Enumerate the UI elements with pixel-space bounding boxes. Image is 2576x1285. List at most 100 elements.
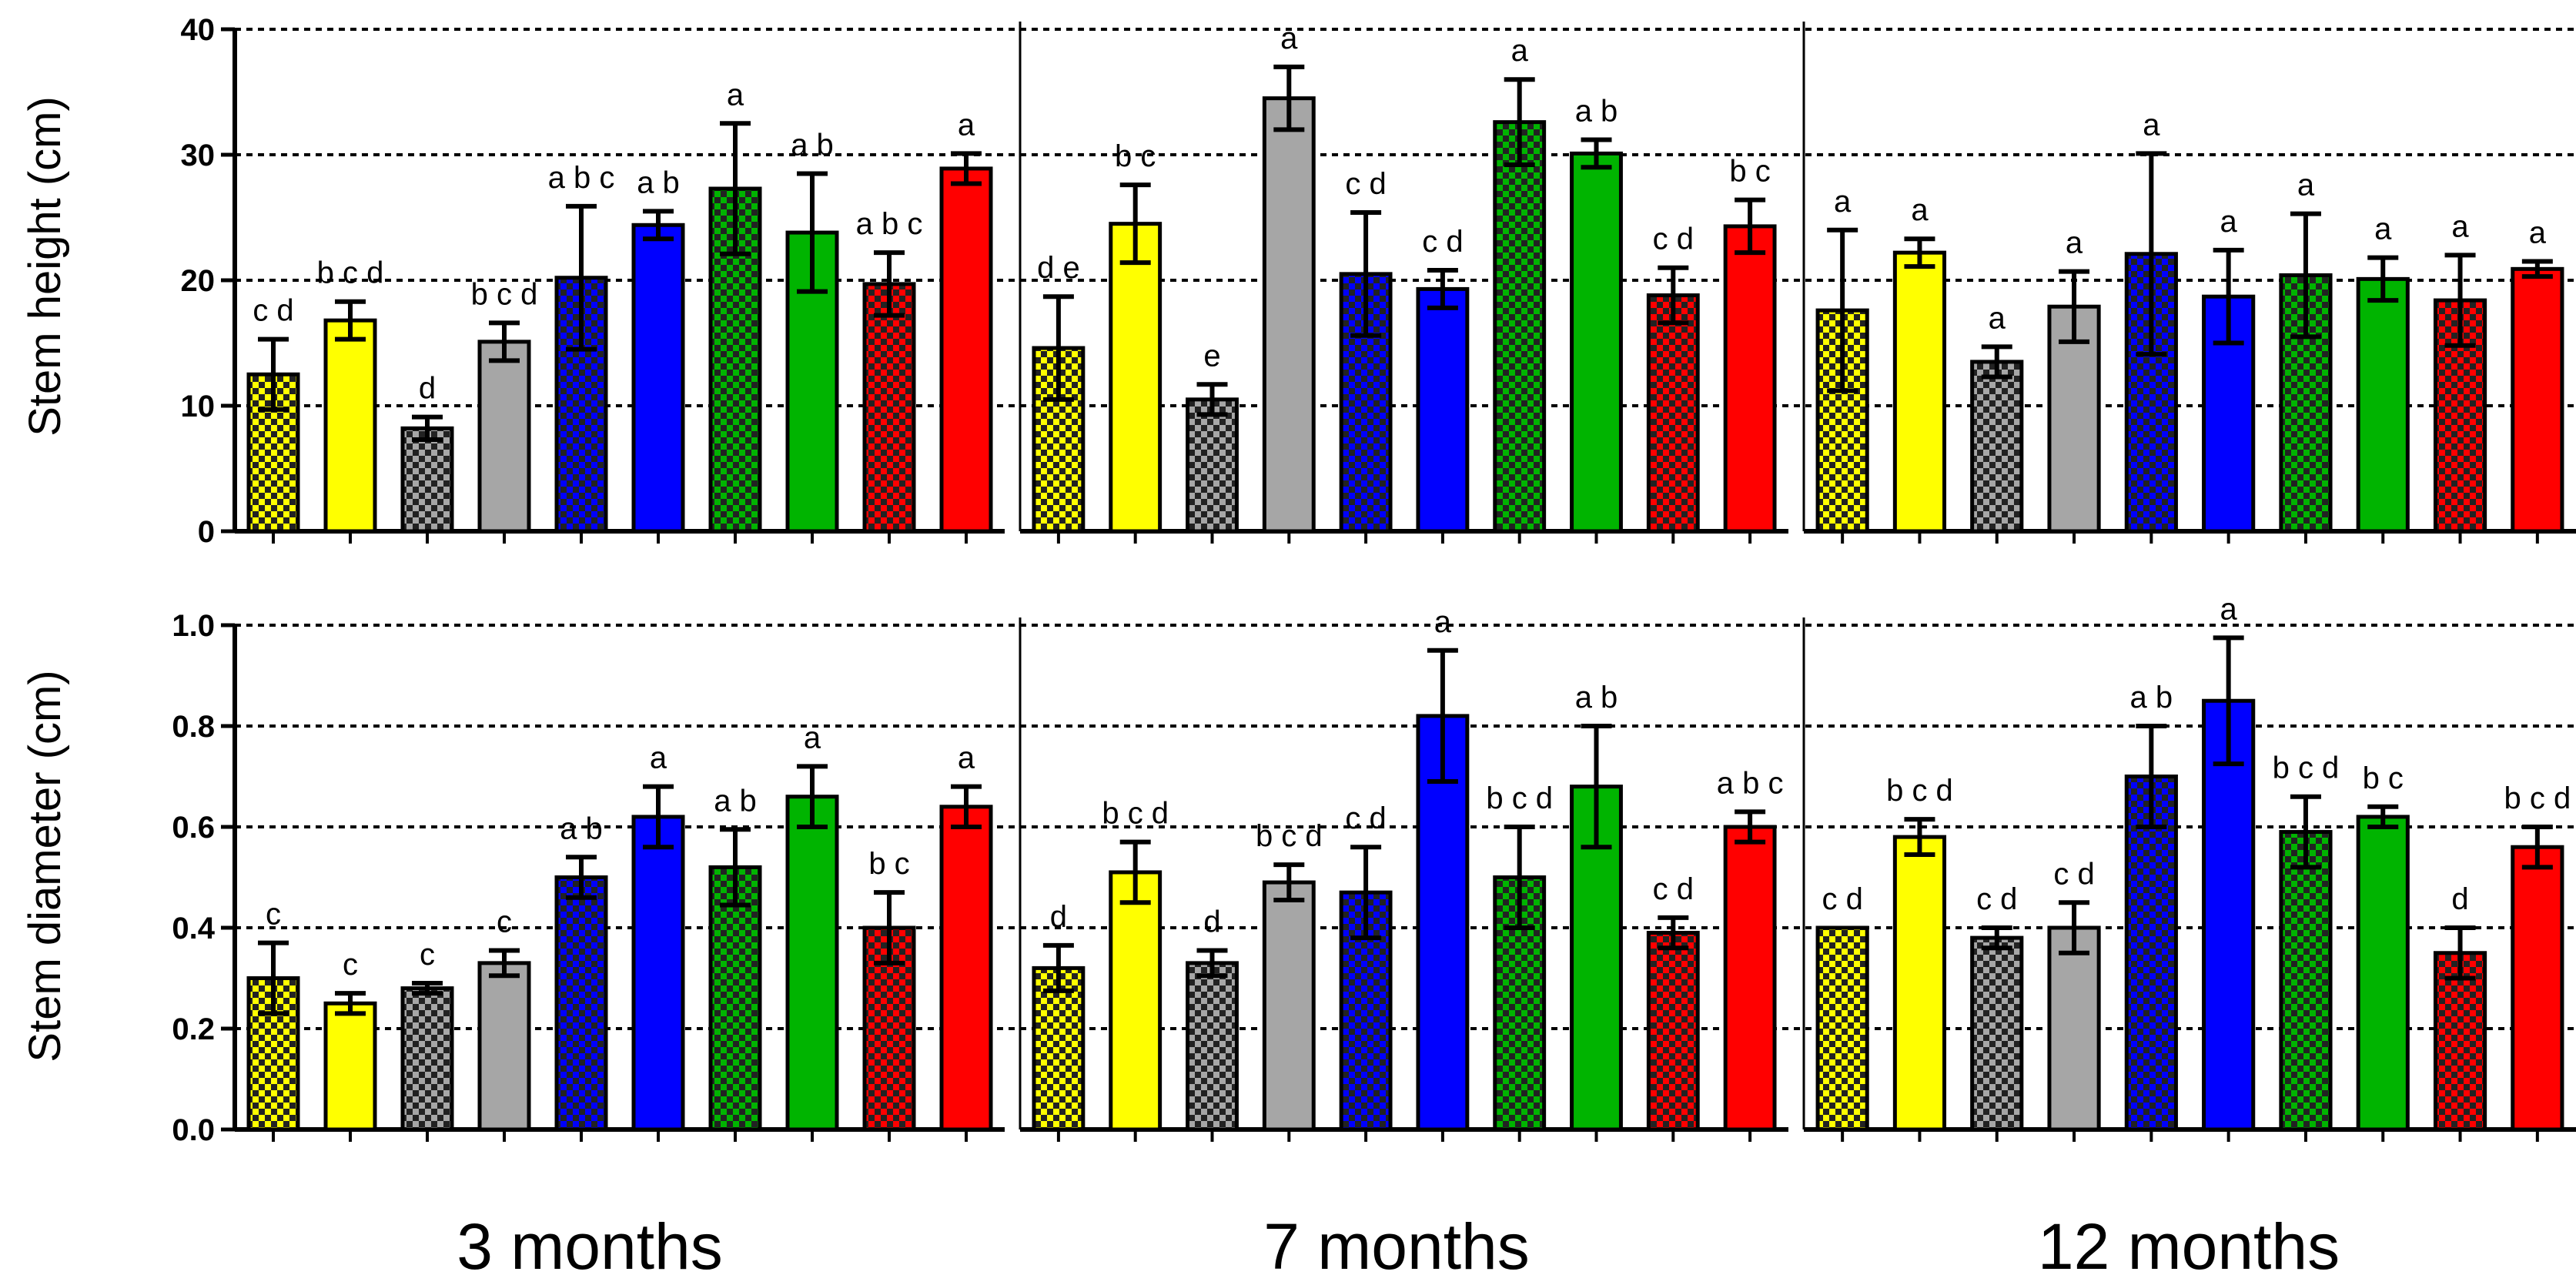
bar-yellow-checker xyxy=(1815,925,1869,1132)
bar-blue-checker xyxy=(554,875,608,1132)
significance-letter: a b xyxy=(1575,681,1618,714)
bar-blue-checker xyxy=(2124,775,2178,1132)
y-tick-label: 40 xyxy=(181,13,216,47)
ylabel-stem-diameter: Stem diameter (cm) xyxy=(20,670,70,1062)
significance-letter: a xyxy=(2143,108,2160,142)
significance-letter: a xyxy=(2374,212,2392,246)
bar-red-solid xyxy=(1723,825,1777,1132)
bar-red-solid xyxy=(2511,266,2564,534)
bar-green-solid xyxy=(1570,151,1623,534)
row-stem-diameter: Stem diameter (cm) 0.0 0.2 0.4 0.6 0.8 1.0 c c c… xyxy=(20,592,2576,1147)
significance-letter: a b c xyxy=(1717,766,1784,800)
significance-letter: a b xyxy=(560,811,603,845)
bar-green-solid xyxy=(785,795,839,1132)
significance-letter: a xyxy=(2220,205,2238,239)
significance-letter: b c d xyxy=(1102,797,1169,831)
significance-letter: c xyxy=(266,898,281,932)
significance-letter: a xyxy=(2297,169,2315,202)
period-label-12-months: 12 months xyxy=(2038,1210,2340,1283)
bar-blue-solid xyxy=(631,815,685,1132)
significance-letter: a xyxy=(958,741,975,775)
y-tick-label: 0.6 xyxy=(172,811,215,845)
significance-letter: c d xyxy=(1653,223,1694,256)
bar-gray-checker xyxy=(1970,935,2024,1132)
significance-letter: a xyxy=(958,108,975,142)
significance-letter: b c d xyxy=(317,256,384,290)
period-label-7-months: 7 months xyxy=(1263,1210,1530,1283)
y-tick-label: 0.4 xyxy=(172,912,215,945)
significance-letter: b c xyxy=(1729,155,1770,189)
bar-yellow-solid xyxy=(1109,222,1163,534)
significance-letter: b c d xyxy=(1256,819,1323,853)
significance-letter: d xyxy=(1050,900,1067,934)
significance-letter: a xyxy=(1280,22,1298,55)
bar-green-checker xyxy=(1493,875,1547,1132)
bar-gray-checker xyxy=(1970,360,2024,534)
significance-letter: a b xyxy=(2130,681,2173,714)
significance-letter: a b xyxy=(1575,94,1618,128)
bar-red-checker xyxy=(1646,293,1700,534)
significance-letter: b c xyxy=(1115,139,1156,173)
y-tick-label: 10 xyxy=(181,390,216,423)
y-tick-label: 0.0 xyxy=(172,1113,215,1147)
bar-red-solid xyxy=(939,805,993,1132)
significance-letter: d xyxy=(2451,882,2468,916)
significance-letter: a xyxy=(1911,193,1929,227)
y-tick-label: 0.8 xyxy=(172,710,215,744)
significance-letter: c d xyxy=(1345,801,1386,835)
significance-letter: a b xyxy=(714,784,757,818)
y-tick-label: 20 xyxy=(181,264,216,298)
bar-gray-solid xyxy=(477,340,531,534)
significance-letter: b c d xyxy=(471,277,538,311)
significance-letter: c xyxy=(343,948,358,982)
bar-red-solid xyxy=(939,166,993,534)
bar-gray-solid xyxy=(1262,96,1316,534)
bar-red-solid xyxy=(1723,224,1777,534)
bar-red-checker xyxy=(862,925,916,1132)
significance-letter: a xyxy=(804,721,821,755)
ylabel-stem-height: Stem height (cm) xyxy=(20,96,70,437)
panel-3-months: c d b c d d b c d a b c a b a a b a b c a xyxy=(235,78,1005,544)
panel-12-months: c d b c d c d c d a b a b c d b c d b c d xyxy=(1804,592,2576,1142)
bar-gray-checker xyxy=(1186,961,1239,1132)
bar-gray-checker xyxy=(1186,397,1239,534)
significance-letter: b c xyxy=(868,847,909,881)
significance-letter: b c xyxy=(2363,761,2404,795)
bar-green-checker xyxy=(2279,830,2333,1132)
significance-letter: c d xyxy=(1653,872,1694,906)
significance-letter: a b xyxy=(637,166,680,199)
y-tick-label: 0 xyxy=(198,515,215,549)
significance-letter: a xyxy=(1989,301,2006,335)
significance-letter: a xyxy=(727,78,744,112)
bar-gray-checker xyxy=(400,986,454,1132)
panel-7-months: d b c d d b c d c d a b c d a b c d a b c xyxy=(1020,605,1788,1142)
bar-blue-solid xyxy=(2202,698,2256,1132)
period-labels: 3 months 7 months 12 months xyxy=(457,1210,2340,1283)
panel-7-months: d e b c e a c d c d a a b c d b c xyxy=(1020,22,1788,544)
bar-red-checker xyxy=(862,282,916,534)
y-tick-label: 0.2 xyxy=(172,1012,215,1046)
bar-yellow-solid xyxy=(323,318,377,534)
significance-letter: a xyxy=(2066,226,2083,260)
bar-yellow-solid xyxy=(1892,835,1947,1132)
significance-letter: c d xyxy=(1822,882,1862,916)
significance-letter: a xyxy=(2529,216,2547,250)
bar-green-checker xyxy=(708,865,762,1132)
significance-letter: a b c xyxy=(548,161,615,195)
bar-red-solid xyxy=(2511,845,2564,1132)
significance-letter: a xyxy=(650,741,667,775)
significance-letter: e xyxy=(1203,339,1220,373)
significance-letter: c d xyxy=(1976,882,2017,916)
significance-letter: a xyxy=(1834,185,1852,219)
significance-letter: b c d xyxy=(2273,751,2340,785)
diameter-panels: 0.0 0.2 0.4 0.6 0.8 1.0 c c c c a b a a b a b c a d b c d… xyxy=(172,592,2576,1147)
significance-letter: a xyxy=(2451,209,2469,243)
bar-red-checker xyxy=(1646,931,1700,1132)
bar-blue-solid xyxy=(1416,714,1470,1132)
significance-letter: c xyxy=(420,938,435,972)
y-tick-label: 1.0 xyxy=(172,609,215,643)
significance-letter: d xyxy=(419,372,436,406)
bar-yellow-solid xyxy=(1892,250,1947,534)
y-tick-label: 30 xyxy=(181,139,216,172)
